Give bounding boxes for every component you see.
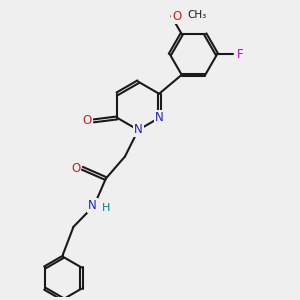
Text: N: N — [134, 124, 142, 136]
Text: H: H — [102, 203, 111, 213]
Text: O: O — [172, 10, 181, 23]
Text: N: N — [155, 111, 164, 124]
Text: CH₃: CH₃ — [188, 10, 207, 20]
Text: O: O — [71, 162, 80, 175]
Text: O: O — [83, 114, 92, 127]
Text: N: N — [88, 199, 97, 212]
Text: F: F — [236, 48, 243, 61]
